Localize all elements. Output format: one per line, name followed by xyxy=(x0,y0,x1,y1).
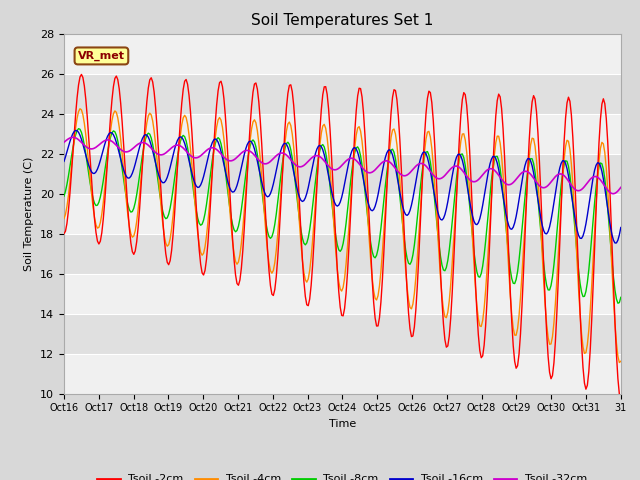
Bar xyxy=(64,114,621,154)
Text: VR_met: VR_met xyxy=(78,51,125,61)
Y-axis label: Soil Temperature (C): Soil Temperature (C) xyxy=(24,156,35,271)
Bar xyxy=(64,193,621,234)
Bar xyxy=(64,313,621,354)
Bar xyxy=(64,34,621,73)
Bar xyxy=(64,274,621,313)
Bar xyxy=(64,354,621,394)
Legend: Tsoil -2cm, Tsoil -4cm, Tsoil -8cm, Tsoil -16cm, Tsoil -32cm: Tsoil -2cm, Tsoil -4cm, Tsoil -8cm, Tsoi… xyxy=(93,470,592,480)
Bar xyxy=(64,154,621,193)
X-axis label: Time: Time xyxy=(329,419,356,429)
Title: Soil Temperatures Set 1: Soil Temperatures Set 1 xyxy=(252,13,433,28)
Bar xyxy=(64,234,621,274)
Bar xyxy=(64,73,621,114)
